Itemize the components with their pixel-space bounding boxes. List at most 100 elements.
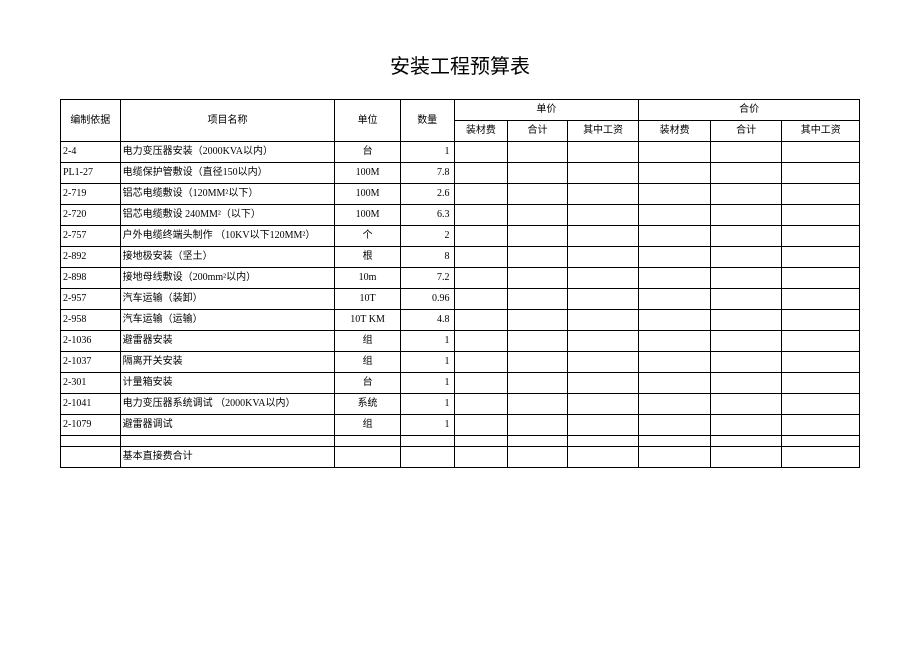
budget-table: 编制依据 项目名称 单位 数量 单价 合价 装材费 合计 其中工资 装材费 合计… xyxy=(60,99,860,468)
cell-empty xyxy=(710,163,782,184)
cell-empty xyxy=(508,436,568,447)
cell-name: 电力变压器安装（2000KVA以内） xyxy=(120,142,335,163)
cell-empty xyxy=(454,436,508,447)
cell-code: 2-1036 xyxy=(61,331,121,352)
cell-qty: 1 xyxy=(400,415,454,436)
cell-qty: 4.8 xyxy=(400,310,454,331)
cell-empty xyxy=(639,163,711,184)
cell-empty xyxy=(454,205,508,226)
cell-qty: 1 xyxy=(400,394,454,415)
table-row: 2-4电力变压器安装（2000KVA以内）台1 xyxy=(61,142,860,163)
cell-empty xyxy=(639,373,711,394)
cell-empty xyxy=(454,373,508,394)
cell-empty xyxy=(508,226,568,247)
cell-code: 2-1079 xyxy=(61,415,121,436)
cell-empty xyxy=(508,394,568,415)
cell-code: 2-957 xyxy=(61,289,121,310)
cell-unit: 100M xyxy=(335,184,401,205)
cell-name: 计量箱安装 xyxy=(120,373,335,394)
cell-empty xyxy=(567,163,639,184)
cell-empty xyxy=(508,310,568,331)
cell-name: 汽车运输（装卸） xyxy=(120,289,335,310)
table-body: 2-4电力变压器安装（2000KVA以内）台1PL1-27电缆保护管敷设（直径1… xyxy=(61,142,860,468)
hdr-matfee2: 装材费 xyxy=(639,121,711,142)
header-row-1: 编制依据 项目名称 单位 数量 单价 合价 xyxy=(61,100,860,121)
cell-empty xyxy=(454,142,508,163)
cell-empty xyxy=(567,415,639,436)
cell-empty xyxy=(639,415,711,436)
cell-name: 接地母线敷设（200mm²以内） xyxy=(120,268,335,289)
cell-name: 接地极安装（坚土） xyxy=(120,247,335,268)
cell-empty xyxy=(400,447,454,468)
cell-empty xyxy=(454,394,508,415)
cell-name: 电缆保护管敷设（直径150以内） xyxy=(120,163,335,184)
cell-empty xyxy=(782,310,860,331)
cell-empty xyxy=(567,184,639,205)
cell-code: 2-757 xyxy=(61,226,121,247)
cell-empty xyxy=(710,268,782,289)
cell-empty xyxy=(61,436,121,447)
cell-qty: 1 xyxy=(400,352,454,373)
table-row: PL1-27电缆保护管敷设（直径150以内）100M7.8 xyxy=(61,163,860,184)
cell-name: 电力变压器系统调试 （2000KVA以内） xyxy=(120,394,335,415)
cell-empty xyxy=(710,352,782,373)
cell-code: 2-1041 xyxy=(61,394,121,415)
cell-empty xyxy=(567,436,639,447)
cell-code: 2-719 xyxy=(61,184,121,205)
cell-empty xyxy=(710,184,782,205)
cell-empty xyxy=(508,142,568,163)
table-row: 2-757户外电缆终端头制作 （10KV以下120MM²）个2 xyxy=(61,226,860,247)
cell-unit: 组 xyxy=(335,331,401,352)
cell-empty xyxy=(454,447,508,468)
cell-code: PL1-27 xyxy=(61,163,121,184)
cell-empty xyxy=(710,447,782,468)
cell-name: 铝芯电缆敷设 240MM²（以下） xyxy=(120,205,335,226)
hdr-unit-price: 单价 xyxy=(454,100,639,121)
hdr-wage: 其中工资 xyxy=(567,121,639,142)
cell-code: 2-892 xyxy=(61,247,121,268)
cell-unit: 100M xyxy=(335,205,401,226)
hdr-name: 项目名称 xyxy=(120,100,335,142)
cell-empty xyxy=(639,310,711,331)
cell-empty xyxy=(508,289,568,310)
cell-qty: 7.8 xyxy=(400,163,454,184)
cell-empty xyxy=(782,184,860,205)
hdr-sum: 合计 xyxy=(508,121,568,142)
cell-empty xyxy=(710,331,782,352)
cell-empty xyxy=(335,447,401,468)
cell-empty xyxy=(639,436,711,447)
cell-empty xyxy=(710,205,782,226)
cell-qty: 1 xyxy=(400,142,454,163)
cell-empty xyxy=(782,268,860,289)
cell-empty xyxy=(508,447,568,468)
cell-empty xyxy=(782,142,860,163)
cell-empty xyxy=(508,331,568,352)
cell-empty xyxy=(454,310,508,331)
cell-empty xyxy=(454,415,508,436)
cell-qty: 7.2 xyxy=(400,268,454,289)
cell-empty xyxy=(454,163,508,184)
cell-empty xyxy=(454,184,508,205)
cell-empty xyxy=(639,184,711,205)
cell-unit: 组 xyxy=(335,415,401,436)
cell-empty xyxy=(335,436,401,447)
cell-empty xyxy=(782,394,860,415)
cell-empty xyxy=(508,247,568,268)
cell-unit: 100M xyxy=(335,163,401,184)
cell-empty xyxy=(567,447,639,468)
cell-empty xyxy=(710,289,782,310)
cell-empty xyxy=(782,205,860,226)
cell-empty xyxy=(454,331,508,352)
cell-code: 2-4 xyxy=(61,142,121,163)
hdr-sum2: 合计 xyxy=(710,121,782,142)
table-row: 2-1037隔离开关安装组1 xyxy=(61,352,860,373)
cell-empty xyxy=(639,331,711,352)
cell-empty xyxy=(639,142,711,163)
table-row: 2-1041电力变压器系统调试 （2000KVA以内）系统1 xyxy=(61,394,860,415)
cell-empty xyxy=(639,447,711,468)
cell-empty xyxy=(454,247,508,268)
cell-empty xyxy=(782,163,860,184)
cell-empty xyxy=(567,394,639,415)
table-row: 2-301计量箱安装台1 xyxy=(61,373,860,394)
cell-name: 避雷器调试 xyxy=(120,415,335,436)
